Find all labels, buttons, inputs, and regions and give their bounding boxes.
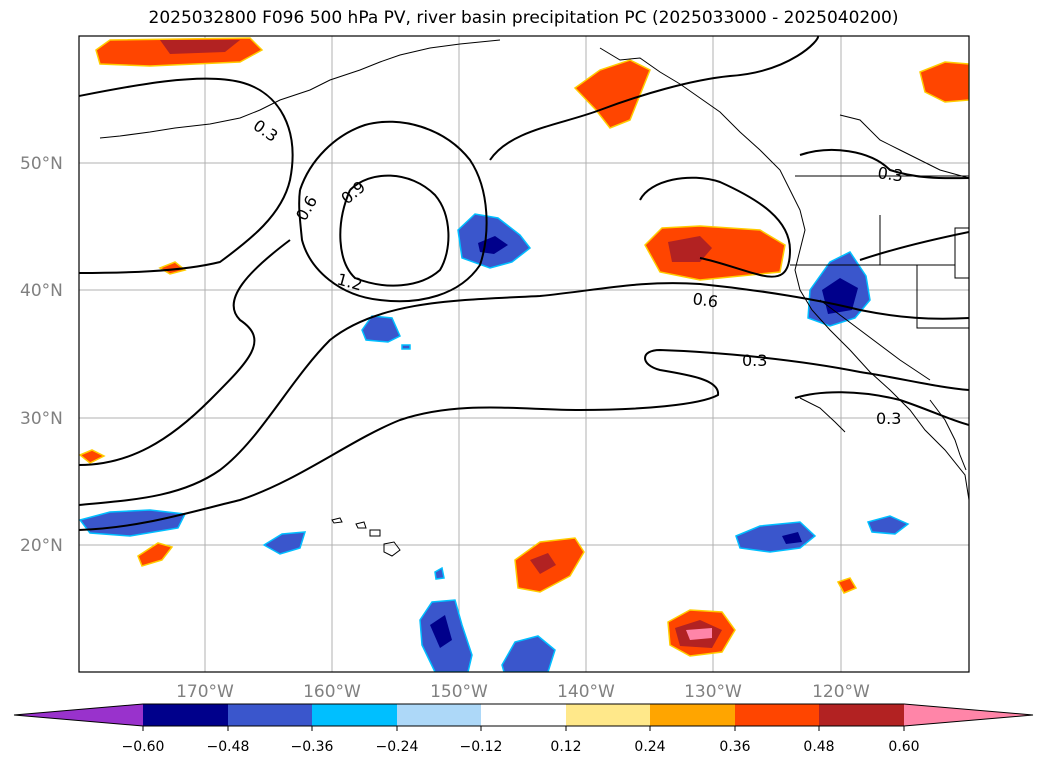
longitude-label: 120°W: [812, 682, 870, 702]
colorbar-segment: [397, 704, 481, 726]
colorbar-segment: [819, 704, 904, 726]
map-frame: [78, 35, 970, 673]
colorbar-tick-label: 0.48: [803, 739, 834, 755]
colorbar: −0.60 −0.48 −0.36 −0.24 −0.12 0.12 0.24 …: [13, 703, 1034, 755]
colorbar-tick-label: −0.60: [122, 739, 165, 755]
contour-label: 0.3: [876, 409, 901, 428]
longitude-label: 140°W: [557, 682, 615, 702]
colorbar-tick-label: 0.36: [719, 739, 750, 755]
hawaii-islands: [331, 517, 401, 557]
longitude-label: 170°W: [176, 682, 234, 702]
colorbar-tick-label: 0.60: [888, 739, 919, 755]
colorbar-tick-label: 0.12: [550, 739, 581, 755]
colorbar-tick-label: −0.48: [207, 739, 250, 755]
colorbar-extend-low: [14, 704, 143, 726]
colorbar-segment: [143, 704, 228, 726]
map-title: 2025032800 F096 500 hPa PV, river basin …: [148, 8, 899, 28]
latitude-axis: 50°N 40°N 30°N 20°N: [20, 154, 63, 556]
colorbar-segment: [228, 704, 312, 726]
contour-label: 0.3: [742, 351, 767, 370]
colorbar-segment: [650, 704, 735, 726]
colorbar-tick-label: −0.36: [291, 739, 334, 755]
coastlines: [99, 39, 969, 501]
colorbar-tick-label: 0.24: [634, 739, 665, 755]
latitude-label: 20°N: [20, 536, 63, 556]
colorbar-ticks: [142, 726, 905, 731]
colorbar-segment: [566, 704, 650, 726]
colorbar-tick-label: −0.24: [376, 739, 419, 755]
contour-label: 0.3: [876, 163, 904, 185]
latitude-label: 40°N: [20, 281, 63, 301]
longitude-axis: 170°W 160°W 150°W 140°W 130°W 120°W: [176, 682, 870, 702]
longitude-label: 160°W: [303, 682, 361, 702]
colorbar-segment: [312, 704, 397, 726]
pv-contours: [79, 36, 969, 531]
colorbar-segment: [735, 704, 819, 726]
gridlines: [79, 36, 969, 672]
negative-anomaly-fills: [79, 213, 910, 672]
colorbar-extend-high: [904, 704, 1033, 726]
latitude-label: 50°N: [20, 154, 63, 174]
contour-label: 0.6: [691, 289, 719, 311]
colorbar-segment: [481, 704, 566, 726]
latitude-label: 30°N: [20, 409, 63, 429]
longitude-label: 150°W: [430, 682, 488, 702]
colorbar-tick-label: −0.12: [460, 739, 503, 755]
longitude-label: 130°W: [684, 682, 742, 702]
positive-anomaly-fills: [79, 37, 969, 657]
